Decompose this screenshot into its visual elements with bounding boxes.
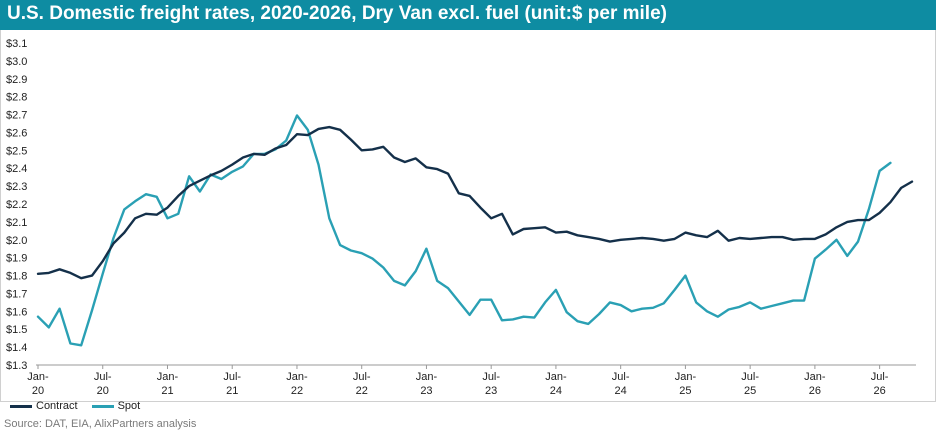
x-tick-month: Jan- <box>804 371 826 383</box>
y-tick-label: $2.6 <box>6 127 27 139</box>
x-tick-month: Jan- <box>545 371 567 383</box>
legend-swatch-contract <box>10 404 32 408</box>
chart-frame <box>0 30 936 402</box>
chart-title: U.S. Domestic freight rates, 2020-2026, … <box>7 3 667 24</box>
y-tick-label: $1.9 <box>6 253 27 265</box>
line-chart: $1.3 $1.4 $1.5 $1.6 $1.7 $1.8 $1.9 $2.0 $2.1 $2.2… <box>6 38 916 397</box>
y-tick-label: $1.7 <box>6 288 27 300</box>
y-tick-label: $2.1 <box>6 217 27 229</box>
y-tick-label: $2.7 <box>6 110 27 122</box>
x-tick-month: Jan- <box>286 371 308 383</box>
x-tick-month: Jan- <box>675 371 697 383</box>
legend-label-contract: Contract <box>36 400 78 412</box>
x-tick-year: 24 <box>550 385 562 397</box>
x-tick-year: 24 <box>615 385 627 397</box>
x-tick-month: Jan- <box>416 371 438 383</box>
legend-swatch-spot <box>91 404 114 408</box>
legend-item-spot: Spot <box>91 400 141 412</box>
legend-item-contract: Contract <box>10 400 78 412</box>
x-tick-month: Jul- <box>612 371 630 383</box>
x-tick-year: 25 <box>744 385 756 397</box>
legend: Contract Spot <box>10 400 140 412</box>
y-tick-label: $2.5 <box>6 145 27 157</box>
x-tick-year: 21 <box>161 385 173 397</box>
x-tick-year: 22 <box>356 385 368 397</box>
y-tick-label: $2.9 <box>6 74 27 86</box>
legend-label-spot: Spot <box>117 400 141 412</box>
y-tick-label: $1.6 <box>6 306 27 318</box>
y-tick-label: $2.2 <box>6 199 27 211</box>
y-tick-label: $1.5 <box>6 324 27 336</box>
source-note: Source: DAT, EIA, AlixPartners analysis <box>4 418 197 430</box>
y-tick-label: $2.8 <box>6 92 27 104</box>
x-tick-year: 22 <box>291 385 303 397</box>
x-tick-month: Jan- <box>157 371 179 383</box>
x-tick-year: 23 <box>485 385 497 397</box>
y-tick-label: $2.4 <box>6 163 27 175</box>
x-tick-month: Jul- <box>871 371 889 383</box>
title-bar: U.S. Domestic freight rates, 2020-2026, … <box>0 0 936 30</box>
x-tick-year: 20 <box>97 385 109 397</box>
x-tick-year: 26 <box>874 385 886 397</box>
x-tick-month: Jul- <box>741 371 759 383</box>
x-tick-month: Jul- <box>94 371 112 383</box>
y-tick-label: $1.8 <box>6 271 27 283</box>
x-tick-year: 23 <box>420 385 432 397</box>
series-line-spot <box>36 114 892 347</box>
series-line-contract <box>36 125 914 280</box>
y-tick-label: $1.4 <box>6 342 27 354</box>
x-tick-year: 26 <box>809 385 821 397</box>
y-tick-label: $1.3 <box>6 360 27 372</box>
x-tick-year: 21 <box>226 385 238 397</box>
x-tick-month: Jul- <box>223 371 241 383</box>
x-tick-year: 25 <box>679 385 691 397</box>
x-tick-month: Jul- <box>482 371 500 383</box>
y-tick-label: $3.1 <box>6 38 27 50</box>
x-tick-year: 20 <box>32 385 44 397</box>
y-tick-label: $2.0 <box>6 235 27 247</box>
x-tick-month: Jul- <box>353 371 371 383</box>
x-tick-month: Jan- <box>27 371 49 383</box>
y-tick-label: $3.0 <box>6 56 27 68</box>
y-tick-label: $2.3 <box>6 181 27 193</box>
